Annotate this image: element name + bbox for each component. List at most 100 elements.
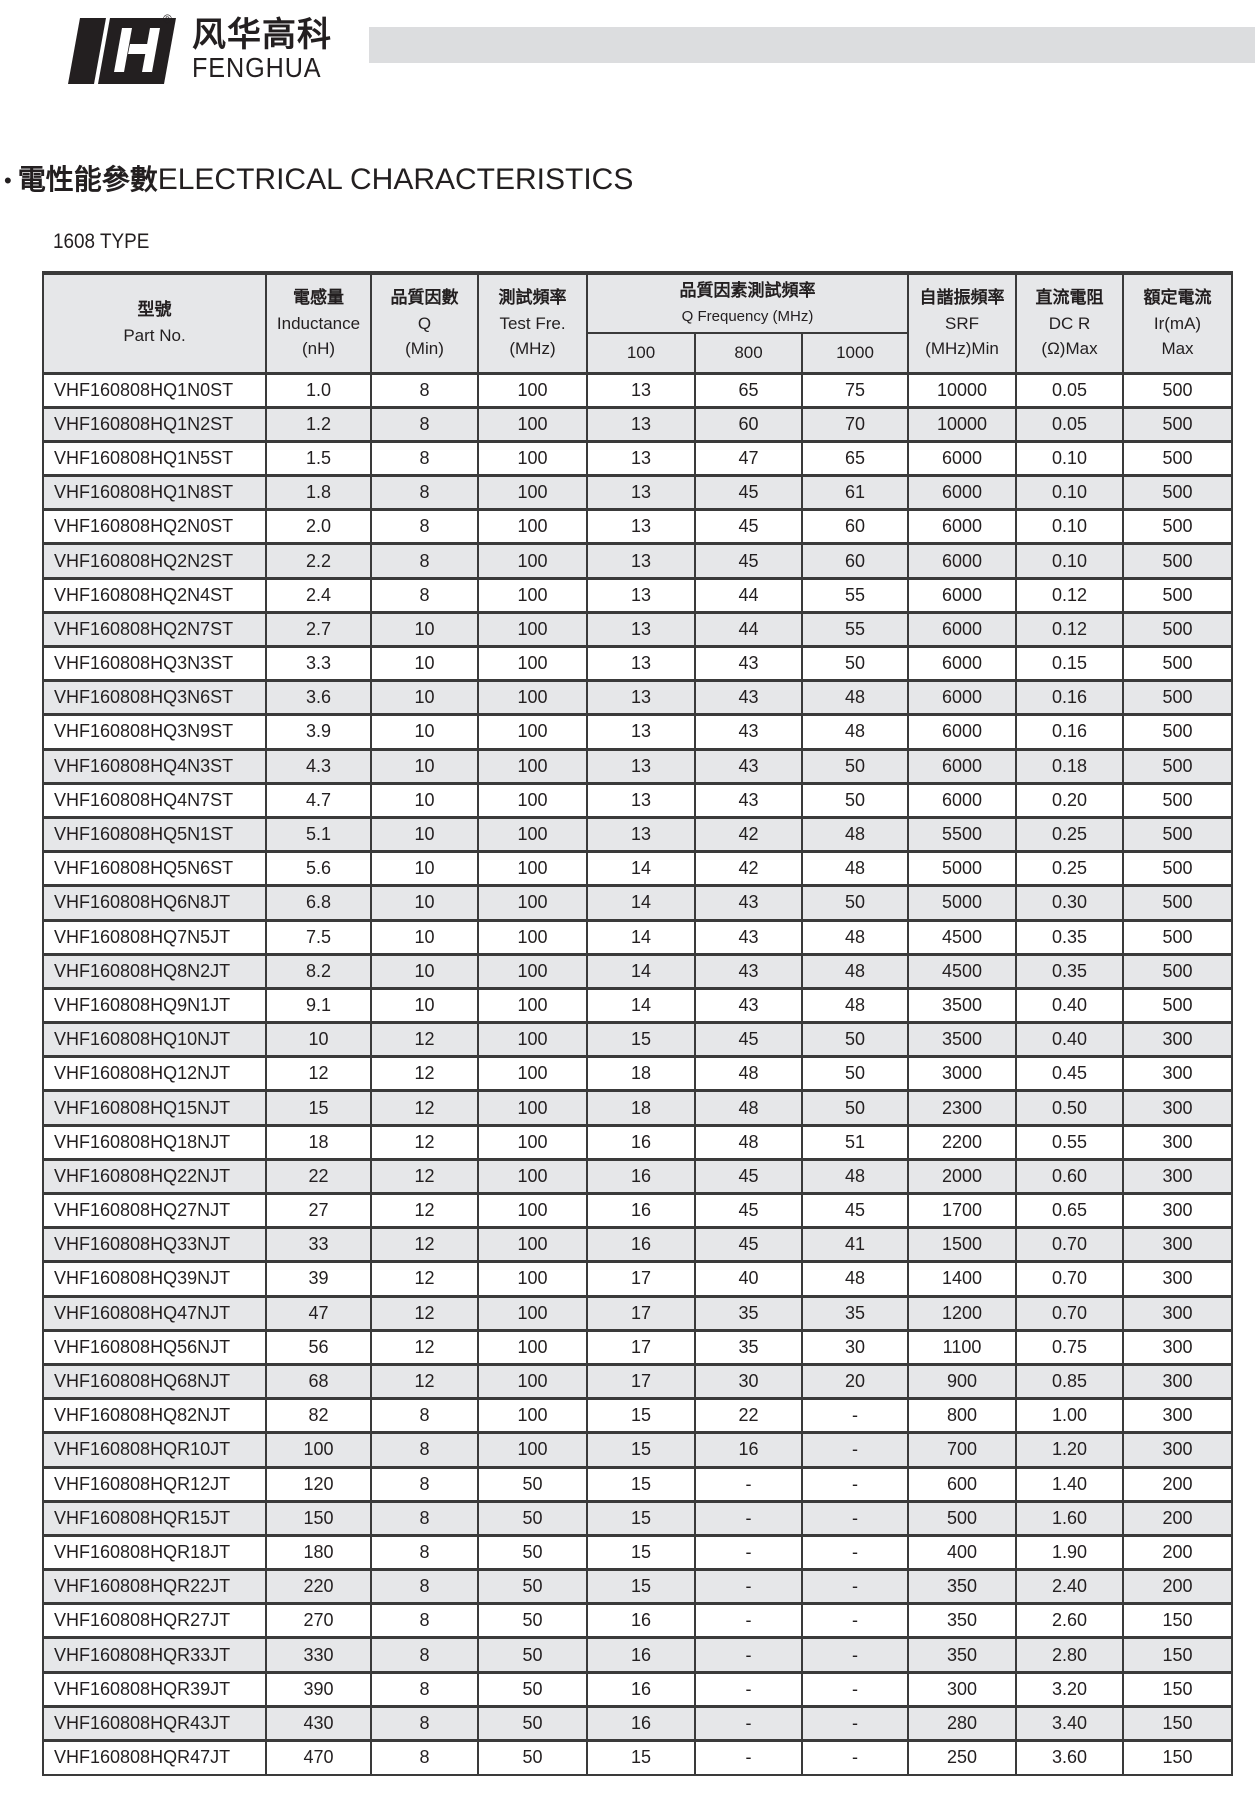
cell-q-100: 14: [586, 884, 696, 922]
cell-q-800: -: [694, 1602, 803, 1639]
cell-inductance: 6.8: [265, 884, 372, 922]
fenghua-logo: [68, 18, 176, 84]
brand-name-en: FENGHUA: [192, 52, 322, 83]
table-row: VHF160808HQ56NJT 56 12 100 17 35 30 1100 0.75 300: [42, 1328, 1233, 1366]
table-row: VHF160808HQR18JT 180 8 50 15- -400 1.90 200: [42, 1533, 1233, 1571]
cell-srf: 6000: [907, 781, 1017, 819]
cell-inductance: 470: [265, 1738, 372, 1776]
cell-dcr: 0.16: [1015, 713, 1124, 751]
cell-dcr: 0.40: [1015, 1021, 1124, 1058]
header-q-100: 100: [586, 332, 696, 374]
cell-part-no: VHF160808HQ8N2JT: [42, 952, 267, 990]
cell-inductance: 5.1: [265, 815, 372, 853]
cell-inductance: 82: [265, 1397, 372, 1434]
cell-q-800: 45: [694, 542, 803, 580]
cell-q-min: 8: [370, 1568, 479, 1605]
cell-test-freq: 100: [477, 1226, 588, 1263]
cell-q-800: 44: [694, 610, 803, 648]
section-heading: • 電性能參數ELECTRICAL CHARACTERISTICS: [4, 160, 633, 201]
cell-q-800: 45: [694, 1191, 803, 1229]
table-row: VHF160808HQR22JT 220 8 50 15- -350 2.40 200: [42, 1568, 1233, 1605]
cell-srf: 5000: [907, 884, 1017, 922]
cell-q-100: 16: [586, 1602, 696, 1639]
cell-test-freq: 50: [477, 1568, 588, 1605]
cell-q-800: 65: [694, 371, 803, 409]
cell-inductance: 9.1: [265, 986, 372, 1024]
cell-part-no: VHF160808HQ12NJT: [42, 1055, 267, 1092]
cell-srf: 3500: [907, 986, 1017, 1024]
cell-q-100: 15: [586, 1397, 696, 1434]
table-row: VHF160808HQ15NJT 15 12 100 18 48 50 2300 0.50 300: [42, 1089, 1233, 1127]
cell-ir: 500: [1122, 474, 1233, 511]
cell-part-no: VHF160808HQ3N3ST: [42, 644, 267, 682]
cell-q-1000: 55: [801, 610, 909, 648]
cell-dcr: 0.65: [1015, 1191, 1124, 1229]
cell-inductance: 180: [265, 1533, 372, 1571]
cell-q-100: 15: [586, 1533, 696, 1571]
cell-part-no: VHF160808HQ1N8ST: [42, 474, 267, 511]
cell-dcr: 0.05: [1015, 371, 1124, 409]
cell-dcr: 0.18: [1015, 747, 1124, 785]
cell-q-min: 8: [370, 439, 479, 477]
cell-part-no: VHF160808HQ2N2ST: [42, 542, 267, 580]
cell-q-min: 8: [370, 508, 479, 545]
table-row: VHF160808HQ22NJT 22 12 100 16 45 48 2000 0.60 300: [42, 1157, 1233, 1195]
cell-part-no: VHF160808HQ15NJT: [42, 1089, 267, 1127]
cell-q-1000: 48: [801, 1260, 909, 1298]
cell-test-freq: 100: [477, 781, 588, 819]
cell-test-freq: 100: [477, 1260, 588, 1298]
cell-srf: 6000: [907, 644, 1017, 682]
cell-part-no: VHF160808HQR10JT: [42, 1431, 267, 1469]
cell-test-freq: 100: [477, 610, 588, 648]
cell-test-freq: 50: [477, 1533, 588, 1571]
cell-inductance: 220: [265, 1568, 372, 1605]
cell-q-100: 15: [586, 1499, 696, 1537]
cell-q-800: 45: [694, 1157, 803, 1195]
cell-q-1000: 50: [801, 1089, 909, 1127]
brand-name-cn: 风华高科: [192, 15, 332, 55]
cell-q-100: 13: [586, 405, 696, 443]
table-row: VHF160808HQ2N0ST 2.0 8 100 13 45 60 6000 0.10 500: [42, 508, 1233, 545]
cell-srf: 2200: [907, 1123, 1017, 1161]
cell-dcr: 0.35: [1015, 918, 1124, 956]
cell-q-min: 12: [370, 1123, 479, 1161]
cell-ir: 500: [1122, 747, 1233, 785]
cell-q-min: 12: [370, 1294, 479, 1332]
cell-ir: 500: [1122, 679, 1233, 716]
cell-inductance: 4.3: [265, 747, 372, 785]
cell-q-min: 12: [370, 1226, 479, 1263]
cell-q-800: -: [694, 1704, 803, 1742]
cell-ir: 300: [1122, 1431, 1233, 1469]
cell-part-no: VHF160808HQR15JT: [42, 1499, 267, 1537]
cell-srf: 1200: [907, 1294, 1017, 1332]
cell-q-800: 45: [694, 508, 803, 545]
cell-part-no: VHF160808HQ2N7ST: [42, 610, 267, 648]
cell-q-100: 16: [586, 1191, 696, 1229]
cell-q-800: 43: [694, 884, 803, 922]
registered-mark: ®: [163, 12, 172, 26]
cell-test-freq: 100: [477, 1397, 588, 1434]
cell-test-freq: 100: [477, 1021, 588, 1058]
cell-q-800: 30: [694, 1362, 803, 1400]
cell-dcr: 3.60: [1015, 1738, 1124, 1776]
cell-q-min: 8: [370, 1397, 479, 1434]
cell-q-800: -: [694, 1499, 803, 1537]
cell-part-no: VHF160808HQ5N1ST: [42, 815, 267, 853]
cell-q-100: 16: [586, 1226, 696, 1263]
table-row: VHF160808HQ5N1ST 5.1 10 100 13 42 48 5500 0.25 50…: [42, 815, 1233, 853]
cell-q-100: 15: [586, 1738, 696, 1776]
header-q: 品質因數 Q (Min): [370, 271, 479, 374]
cell-q-100: 16: [586, 1670, 696, 1708]
cell-q-min: 10: [370, 952, 479, 990]
cell-q-1000: 60: [801, 542, 909, 580]
cell-test-freq: 100: [477, 1294, 588, 1332]
cell-q-1000: 48: [801, 986, 909, 1024]
cell-test-freq: 100: [477, 815, 588, 853]
cell-part-no: VHF160808HQR43JT: [42, 1704, 267, 1742]
cell-dcr: 0.12: [1015, 576, 1124, 614]
cell-q-min: 12: [370, 1157, 479, 1195]
cell-dcr: 1.90: [1015, 1533, 1124, 1571]
cell-inductance: 3.9: [265, 713, 372, 751]
cell-ir: 300: [1122, 1055, 1233, 1092]
cell-srf: 6000: [907, 474, 1017, 511]
